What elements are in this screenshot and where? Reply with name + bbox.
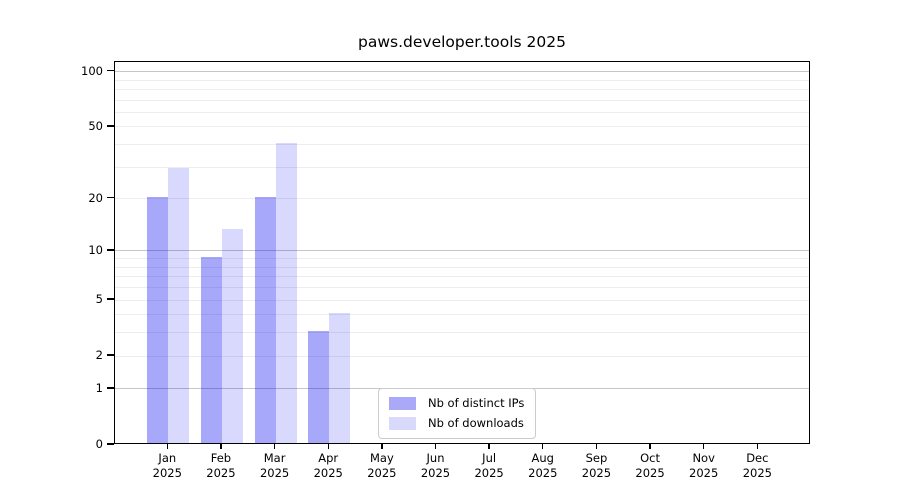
- legend-item-downloads: Nb of downloads: [389, 416, 524, 431]
- y-tick-label-2: 2: [95, 348, 103, 363]
- gridline-7: [115, 276, 809, 278]
- gridline-70: [115, 99, 809, 101]
- gridline-40: [115, 144, 809, 146]
- legend: Nb of distinct IPs Nb of downloads: [378, 388, 537, 439]
- x-tick-mark-dec: [756, 444, 759, 449]
- x-tick-label-jun: Jun 2025: [420, 451, 451, 480]
- bar-feb-distinct-ips: [200, 256, 222, 443]
- y-tick-mark-5: [107, 298, 114, 300]
- gridline-10: [115, 250, 809, 252]
- x-tick-label-oct: Oct 2025: [635, 451, 665, 480]
- x-tick-label-sep: Sep 2025: [581, 451, 612, 480]
- gridline-9: [115, 258, 809, 260]
- y-tick-label-5: 5: [95, 292, 103, 307]
- y-tick-label-100: 100: [81, 63, 103, 78]
- bar-mar-downloads: [275, 142, 297, 443]
- x-tick-mark-aug: [542, 444, 544, 449]
- x-tick-label-aug: Aug 2025: [528, 451, 558, 480]
- legend-swatch-distinct-ips: [389, 397, 416, 410]
- y-tick-label-10: 10: [88, 242, 103, 257]
- y-tick-label-1: 1: [95, 380, 103, 395]
- gridline-6: [115, 287, 809, 289]
- x-tick-label-nov: Nov 2025: [689, 451, 719, 480]
- chart-title: paws.developer.tools 2025: [358, 33, 566, 51]
- bar-jan-distinct-ips: [147, 196, 169, 443]
- bar-feb-downloads: [221, 229, 243, 443]
- x-tick-mark-jul: [488, 444, 490, 449]
- x-tick-mark-sep: [595, 444, 598, 449]
- gridline-90: [115, 79, 809, 81]
- y-tick-mark-2: [107, 354, 114, 356]
- y-tick-label-0: 0: [95, 437, 103, 451]
- bar-jan-downloads: [168, 167, 190, 443]
- bar-apr-distinct-ips: [308, 330, 330, 443]
- gridline-30: [115, 166, 809, 168]
- gridline-8: [115, 266, 809, 268]
- y-tick-mark-100: [107, 69, 114, 72]
- x-tick-mark-apr: [327, 444, 329, 449]
- gridline-5: [115, 299, 809, 301]
- x-tick-mark-oct: [649, 444, 651, 449]
- gridline-20: [115, 198, 809, 200]
- x-tick-mark-nov: [703, 444, 705, 449]
- gridline-4: [115, 314, 809, 316]
- legend-label-distinct-ips: Nb of distinct IPs: [428, 396, 525, 410]
- plot-area: [114, 61, 810, 444]
- gridline-100: [115, 71, 809, 73]
- bar-mar-distinct-ips: [254, 196, 276, 443]
- x-tick-label-jul: Jul 2025: [474, 451, 504, 480]
- x-tick-mark-jun: [434, 444, 437, 449]
- x-tick-label-dec: Dec 2025: [742, 451, 772, 480]
- x-tick-label-feb: Feb 2025: [206, 451, 236, 480]
- y-tick-mark-50: [107, 125, 114, 127]
- x-tick-mark-mar: [273, 444, 276, 449]
- gridline-50: [115, 126, 809, 128]
- y-tick-mark-1: [107, 387, 114, 389]
- y-tick-label-50: 50: [88, 118, 103, 133]
- y-tick-mark-0: [107, 443, 114, 445]
- gridline-80: [115, 88, 809, 90]
- x-tick-label-jan: Jan 2025: [152, 451, 182, 480]
- y-tick-mark-20: [107, 196, 114, 199]
- x-tick-label-may: May 2025: [367, 451, 397, 480]
- y-tick-label-20: 20: [88, 190, 103, 205]
- legend-item-distinct-ips: Nb of distinct IPs: [389, 396, 524, 411]
- x-tick-label-mar: Mar 2025: [259, 451, 290, 480]
- gridline-60: [115, 111, 809, 113]
- legend-label-downloads: Nb of downloads: [428, 416, 524, 430]
- y-tick-mark-10: [107, 249, 114, 251]
- gridline-2: [115, 355, 809, 357]
- x-tick-mark-may: [381, 444, 383, 449]
- x-tick-label-apr: Apr 2025: [313, 451, 343, 480]
- gridline-3: [115, 332, 809, 334]
- bar-apr-downloads: [329, 312, 351, 443]
- legend-swatch-downloads: [389, 417, 416, 430]
- x-tick-mark-feb: [220, 444, 222, 449]
- x-tick-mark-jan: [166, 444, 168, 449]
